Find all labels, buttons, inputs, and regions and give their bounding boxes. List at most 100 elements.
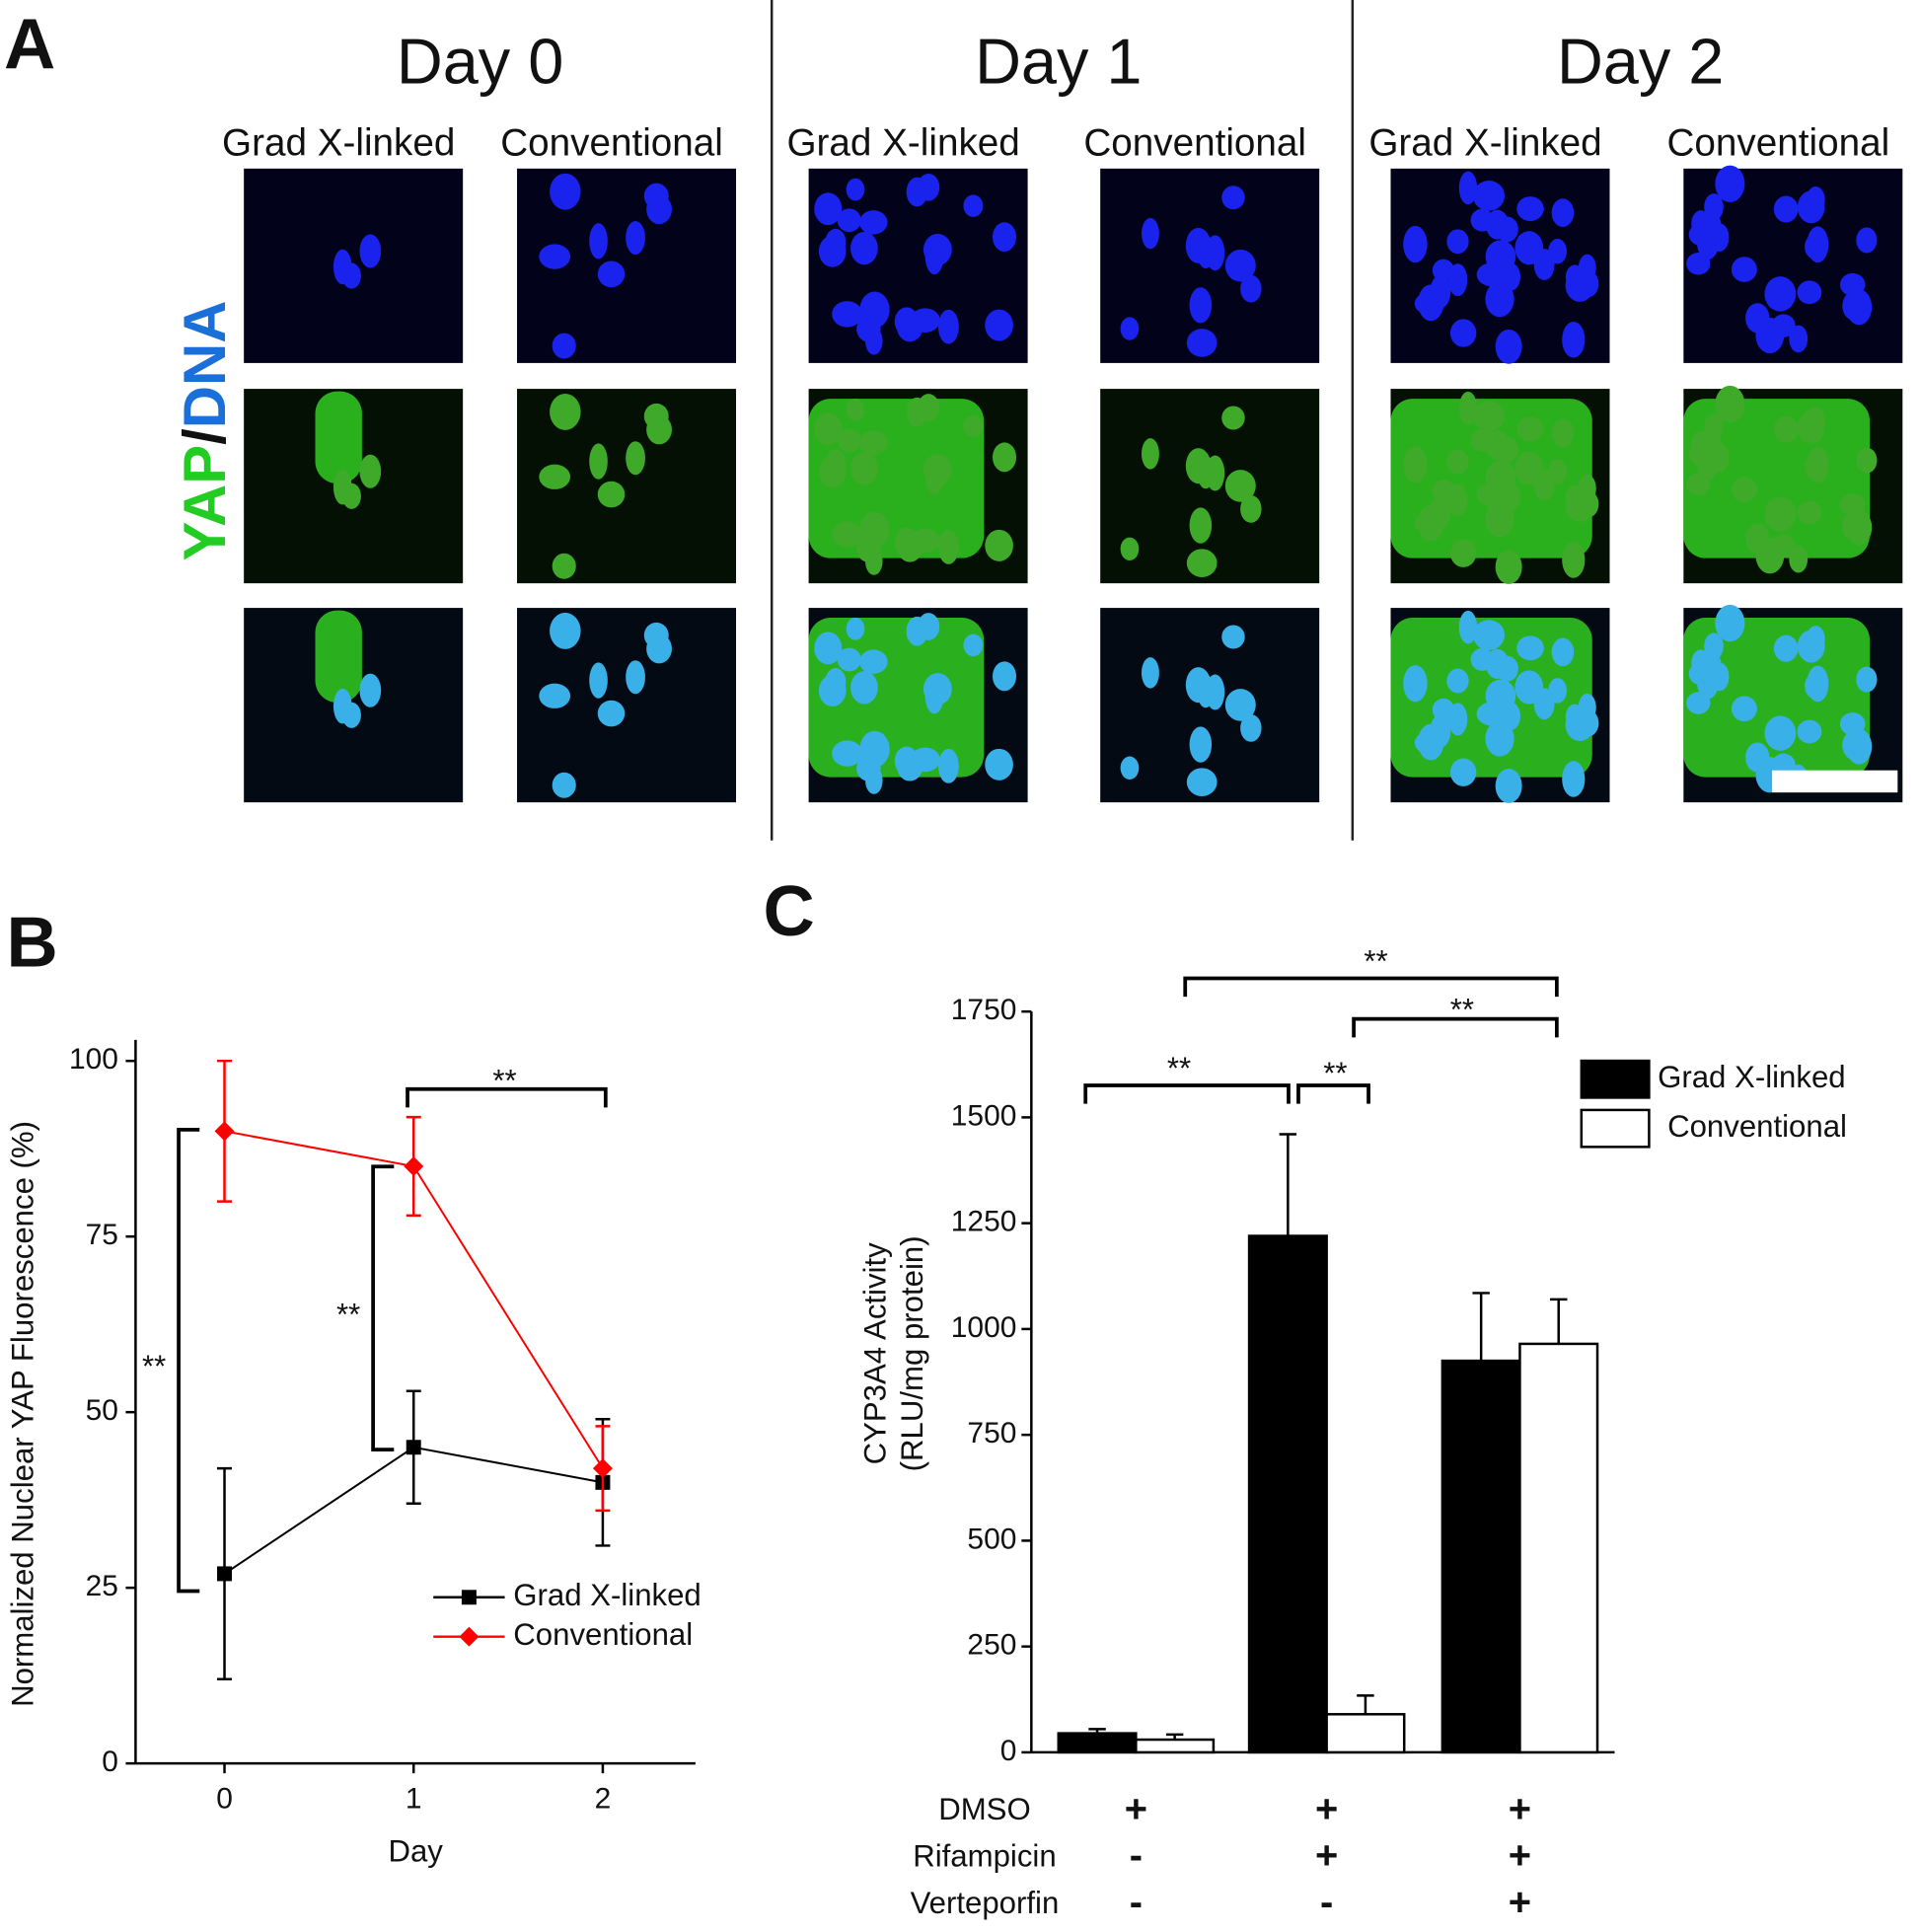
- nucleus: [1856, 447, 1878, 474]
- nucleus: [910, 747, 940, 773]
- nucleus: [1185, 448, 1212, 484]
- significance-bracket: [177, 1127, 200, 1594]
- treatment-label: Verteporfin: [911, 1886, 1060, 1920]
- nucleus: [1797, 410, 1825, 444]
- nucleus: [1715, 165, 1745, 202]
- significance-label: **: [1323, 1056, 1347, 1090]
- nucleus: [1189, 726, 1213, 763]
- y-axis-label: Normalized Nuclear YAP Fluorescence (%): [5, 1121, 39, 1707]
- legend-swatch: [1580, 1059, 1651, 1099]
- y-tick-label: 750: [967, 1417, 1016, 1449]
- nucleus: [846, 398, 865, 421]
- stain-label: YAP/DNA: [172, 301, 238, 561]
- nucleus: [1797, 190, 1825, 224]
- nucleus: [1205, 235, 1225, 271]
- significance-label: **: [1364, 944, 1387, 979]
- nucleus: [1186, 768, 1218, 796]
- nucleus: [550, 173, 581, 210]
- y-axis-label: (RLU/mg protein): [895, 1235, 929, 1471]
- treatment-label: DMSO: [938, 1792, 1030, 1826]
- nucleus: [1418, 504, 1444, 542]
- nucleus: [589, 662, 608, 699]
- nucleus: [1807, 665, 1829, 703]
- nucleus: [1446, 449, 1469, 475]
- treatment-label: Rifampicin: [913, 1838, 1056, 1873]
- nucleus: [589, 443, 608, 480]
- legend-label: Grad X-linked: [1658, 1060, 1845, 1094]
- nucleus: [825, 668, 847, 695]
- nucleus: [1458, 610, 1478, 644]
- nucleus: [626, 221, 645, 256]
- nucleus: [1496, 655, 1518, 682]
- nucleus: [1551, 418, 1575, 448]
- nucleus: [1485, 281, 1514, 318]
- nucleus: [985, 529, 1013, 561]
- nucleus: [1141, 217, 1159, 250]
- legend-label: Conventional: [513, 1617, 693, 1652]
- nucleus: [1224, 249, 1256, 282]
- column-label: Conventional: [1667, 121, 1890, 164]
- x-tick-label: 1: [406, 1782, 422, 1815]
- nucleus: [1240, 713, 1262, 742]
- error-bar: [1550, 1298, 1568, 1344]
- nucleus: [1789, 325, 1809, 353]
- nucleus: [858, 649, 888, 674]
- nucleus: [937, 529, 959, 564]
- nucleus: [1501, 702, 1520, 730]
- nucleus: [1516, 635, 1544, 661]
- nucleus: [1789, 545, 1809, 573]
- significance-label: **: [336, 1298, 360, 1332]
- nucleus: [1846, 509, 1873, 546]
- nucleus: [1704, 193, 1724, 221]
- nucleus: [1856, 666, 1878, 693]
- nucleus: [1731, 257, 1757, 282]
- y-tick-label: 0: [102, 1746, 118, 1778]
- treatment-mark: +: [1315, 1834, 1338, 1878]
- nucleus: [359, 234, 382, 268]
- nucleus: [1745, 742, 1770, 773]
- nucleus: [832, 740, 863, 767]
- y-tick-label: 1000: [951, 1311, 1017, 1344]
- nucleus: [924, 458, 944, 495]
- nucleus: [1141, 657, 1159, 689]
- nucleus: [539, 244, 571, 269]
- nucleus: [1501, 262, 1520, 291]
- panel-label: A: [4, 5, 55, 84]
- nucleus: [1447, 263, 1468, 297]
- bar: [1057, 1732, 1138, 1754]
- nucleus: [1447, 703, 1468, 736]
- nucleus: [552, 333, 576, 359]
- legend-swatch: [1580, 1108, 1651, 1149]
- y-tick-label: 1500: [951, 1099, 1017, 1132]
- marker: [461, 1590, 477, 1605]
- nucleus: [1576, 269, 1599, 298]
- treatment-mark: +: [1509, 1881, 1531, 1924]
- nucleus: [1710, 662, 1730, 692]
- nucleus: [837, 428, 861, 453]
- nucleus: [1473, 181, 1506, 211]
- nucleus: [865, 327, 883, 355]
- day-title: Day 0: [397, 25, 563, 97]
- stain-dna: DNA: [172, 301, 238, 429]
- y-tick-label: 0: [1000, 1735, 1017, 1767]
- y-tick-label: 250: [967, 1629, 1016, 1662]
- marker: [459, 1626, 480, 1647]
- cytoplasm: [315, 391, 362, 484]
- significance-bracket: [1296, 1083, 1370, 1104]
- nucleus: [550, 393, 581, 430]
- nucleus: [993, 222, 1017, 253]
- nucleus: [910, 528, 940, 554]
- nucleus: [1807, 446, 1829, 483]
- nucleus: [910, 308, 940, 333]
- marker: [214, 1121, 235, 1142]
- error-bar: [1279, 1133, 1297, 1236]
- nucleus: [1551, 198, 1575, 227]
- nucleus: [1773, 634, 1799, 662]
- nucleus: [1495, 769, 1522, 803]
- significance-label: **: [1450, 992, 1474, 1026]
- treatment-mark: -: [1320, 1881, 1333, 1924]
- nucleus: [359, 454, 382, 488]
- significance-bracket: [406, 1086, 608, 1108]
- legend-label: Grad X-linked: [513, 1578, 701, 1612]
